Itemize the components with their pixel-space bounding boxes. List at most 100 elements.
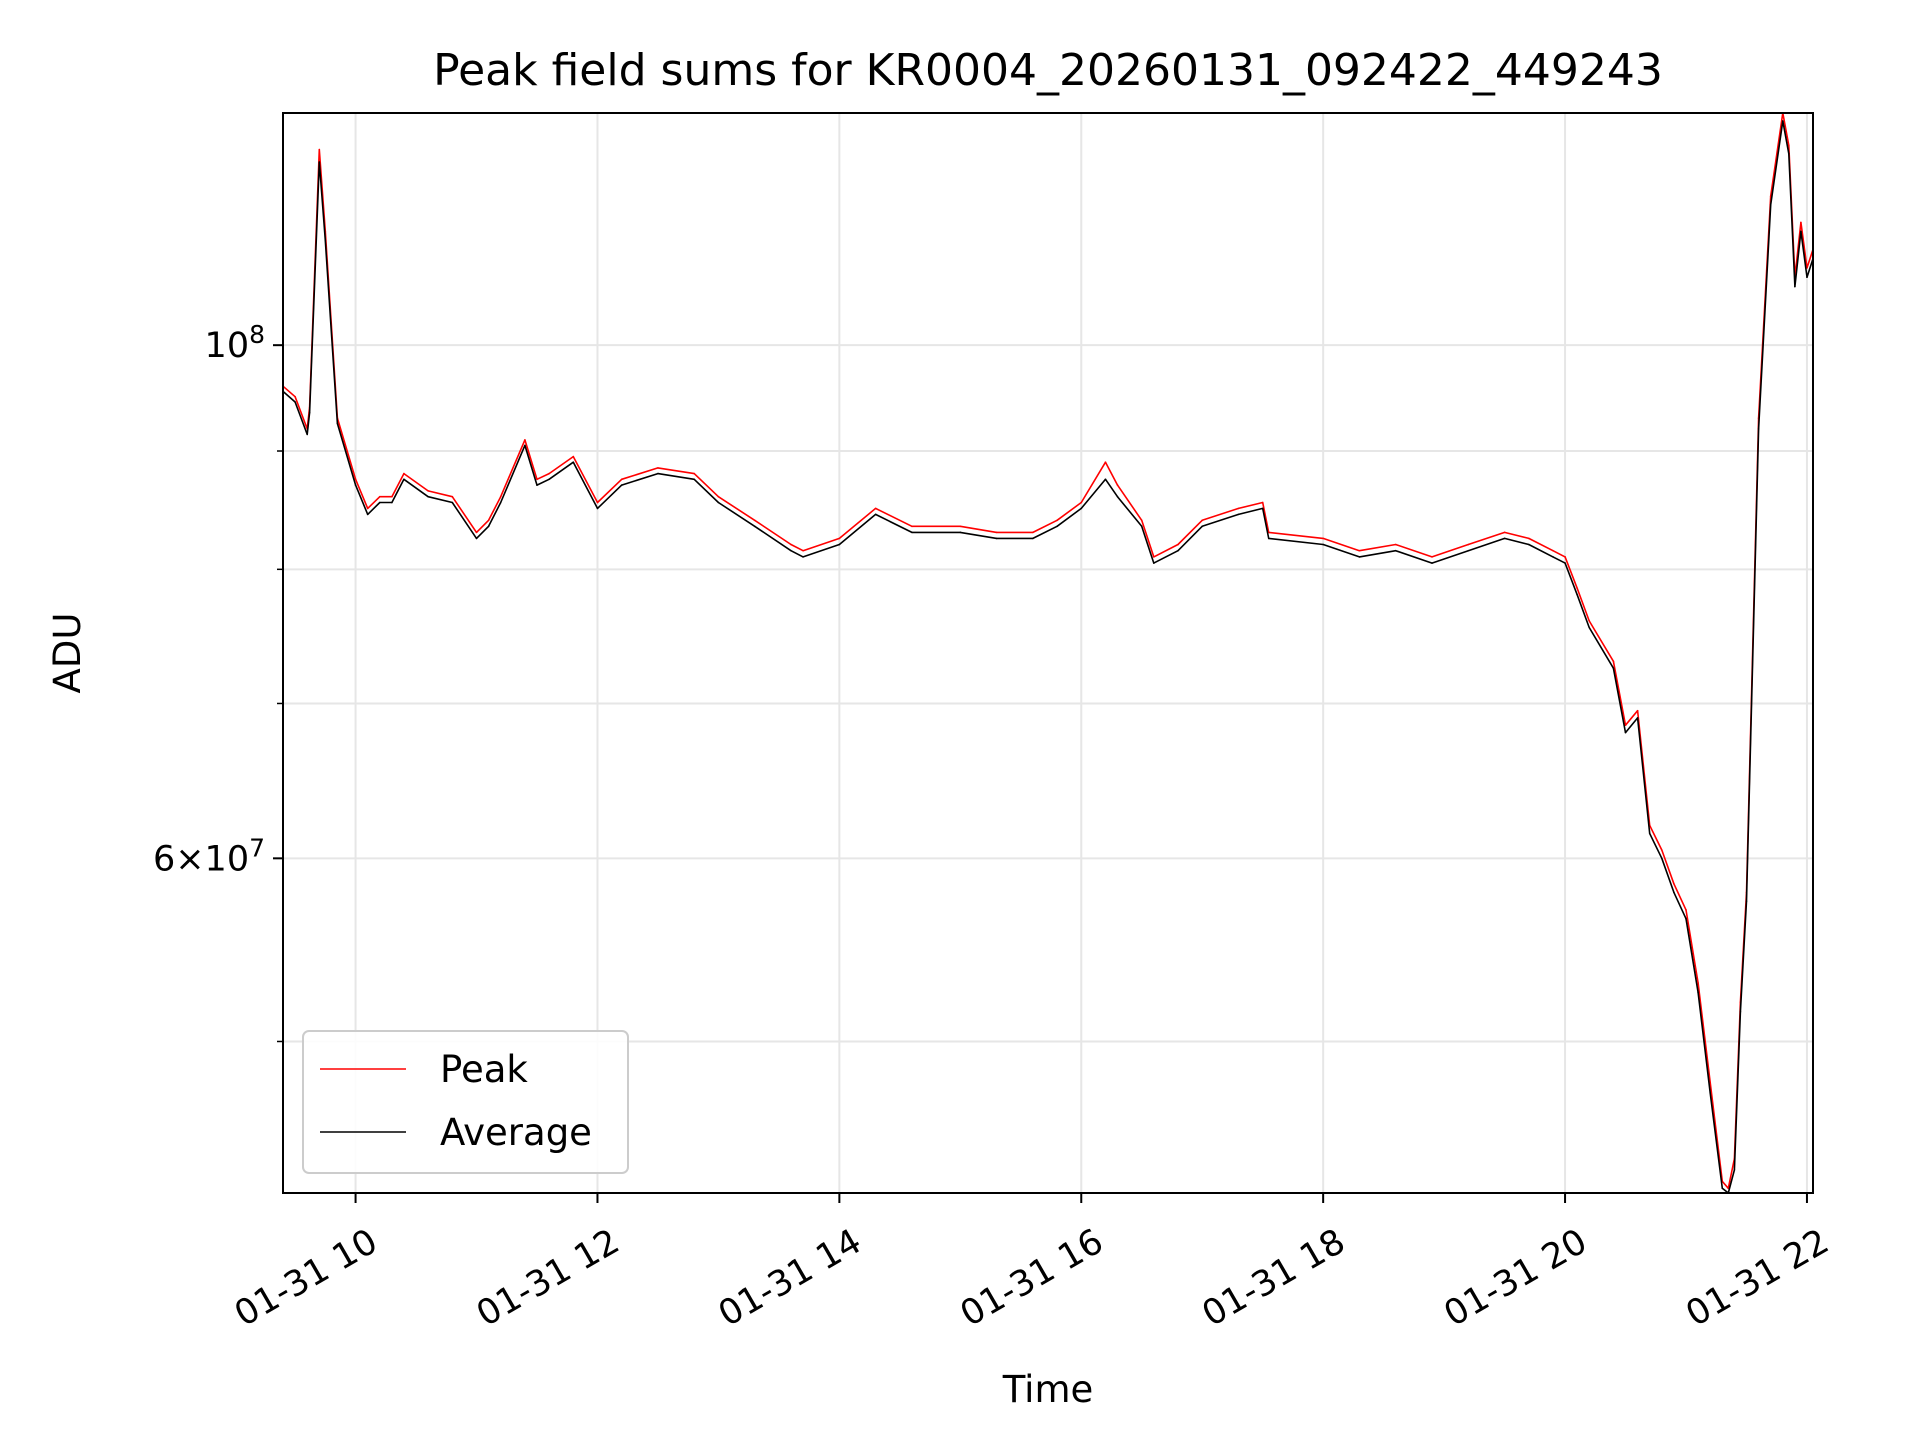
point-average-53 <box>1552 556 1554 558</box>
point-average-76 <box>1800 230 1802 233</box>
point-peak-34 <box>1032 531 1034 534</box>
point-average-29 <box>838 543 841 546</box>
point-peak-62 <box>1673 882 1675 885</box>
point-peak-56 <box>1588 620 1591 622</box>
point-peak-55 <box>1576 587 1578 590</box>
legend-average-label: Average <box>440 1111 592 1154</box>
point-peak-7 <box>354 478 357 481</box>
point-average-54 <box>1564 562 1566 564</box>
series-layer <box>282 112 1814 1194</box>
point-peak-37 <box>1104 461 1107 464</box>
point-peak-29 <box>838 537 841 540</box>
point-peak-59 <box>1636 709 1639 712</box>
point-average-75 <box>1794 285 1796 288</box>
point-average-1 <box>294 401 296 403</box>
point-peak-27 <box>790 543 792 546</box>
point-peak-50 <box>1467 543 1470 546</box>
point-peak-24 <box>693 472 696 475</box>
point-peak-46 <box>1322 537 1324 540</box>
point-average-40 <box>1153 562 1155 564</box>
point-average-18 <box>536 484 538 486</box>
point-peak-28 <box>802 549 804 552</box>
point-average-12 <box>427 495 429 498</box>
point-peak-31 <box>911 525 913 528</box>
point-average-51 <box>1503 537 1506 540</box>
point-average-23 <box>657 472 659 475</box>
point-average-16 <box>499 501 502 504</box>
y-axis-label: ADU <box>46 613 89 694</box>
legend: Peak Average <box>302 1030 629 1174</box>
point-average-42 <box>1201 525 1204 528</box>
point-average-62 <box>1673 891 1675 894</box>
point-peak-17 <box>524 439 526 441</box>
x-axis-label: Time <box>1002 1368 1094 1411</box>
point-peak-14 <box>475 531 478 534</box>
point-average-65 <box>1709 1092 1711 1094</box>
point-peak-18 <box>536 478 538 481</box>
point-average-4 <box>318 161 321 163</box>
point-average-11 <box>403 478 405 481</box>
point-peak-44 <box>1261 501 1264 504</box>
point-average-20 <box>572 461 575 464</box>
point-average-26 <box>753 525 756 528</box>
point-peak-48 <box>1394 543 1397 546</box>
point-peak-47 <box>1358 549 1361 552</box>
point-average-22 <box>620 484 623 486</box>
point-average-39 <box>1140 525 1143 528</box>
point-peak-36 <box>1080 501 1083 504</box>
point-average-38 <box>1116 495 1119 498</box>
plot-frame <box>282 112 1814 1194</box>
point-average-35 <box>1056 525 1058 528</box>
point-peak-15 <box>487 519 490 522</box>
point-average-52 <box>1527 543 1530 546</box>
point-peak-41 <box>1177 543 1179 546</box>
point-peak-19 <box>548 472 550 475</box>
point-average-72 <box>1769 203 1772 206</box>
point-peak-38 <box>1116 484 1119 486</box>
point-peak-52 <box>1527 537 1530 540</box>
point-average-37 <box>1104 478 1107 481</box>
point-average-49 <box>1431 562 1433 564</box>
point-peak-65 <box>1709 1081 1711 1084</box>
point-average-3 <box>308 411 311 414</box>
point-peak-64 <box>1697 982 1699 984</box>
point-peak-26 <box>753 519 756 522</box>
point-average-14 <box>475 537 478 540</box>
point-peak-63 <box>1685 909 1687 911</box>
point-average-66 <box>1721 1187 1724 1190</box>
point-average-47 <box>1358 556 1361 558</box>
point-peak-72 <box>1769 195 1772 197</box>
point-average-46 <box>1322 543 1324 546</box>
point-average-41 <box>1177 549 1179 552</box>
point-average-5 <box>324 239 327 242</box>
point-average-13 <box>451 501 454 504</box>
point-peak-54 <box>1564 556 1566 558</box>
point-average-36 <box>1080 507 1083 510</box>
point-peak-51 <box>1503 531 1506 534</box>
point-peak-13 <box>451 495 454 498</box>
point-average-63 <box>1685 917 1687 920</box>
point-peak-11 <box>403 472 405 475</box>
point-average-60 <box>1648 832 1651 835</box>
point-peak-42 <box>1201 519 1204 522</box>
point-peak-12 <box>427 490 429 492</box>
point-peak-74 <box>1788 144 1790 147</box>
point-peak-33 <box>995 531 998 534</box>
point-peak-22 <box>620 478 623 481</box>
point-average-55 <box>1576 593 1578 596</box>
point-peak-32 <box>959 525 962 528</box>
point-average-43 <box>1237 513 1240 516</box>
point-peak-61 <box>1661 849 1663 851</box>
point-peak-20 <box>572 455 575 458</box>
point-peak-1 <box>294 395 296 398</box>
point-average-69 <box>1739 1010 1742 1013</box>
point-average-27 <box>790 549 792 552</box>
point-average-71 <box>1757 428 1760 430</box>
point-peak-58 <box>1624 724 1627 727</box>
point-peak-57 <box>1612 660 1615 663</box>
grid-lines <box>283 113 1813 1193</box>
point-peak-21 <box>596 501 599 504</box>
